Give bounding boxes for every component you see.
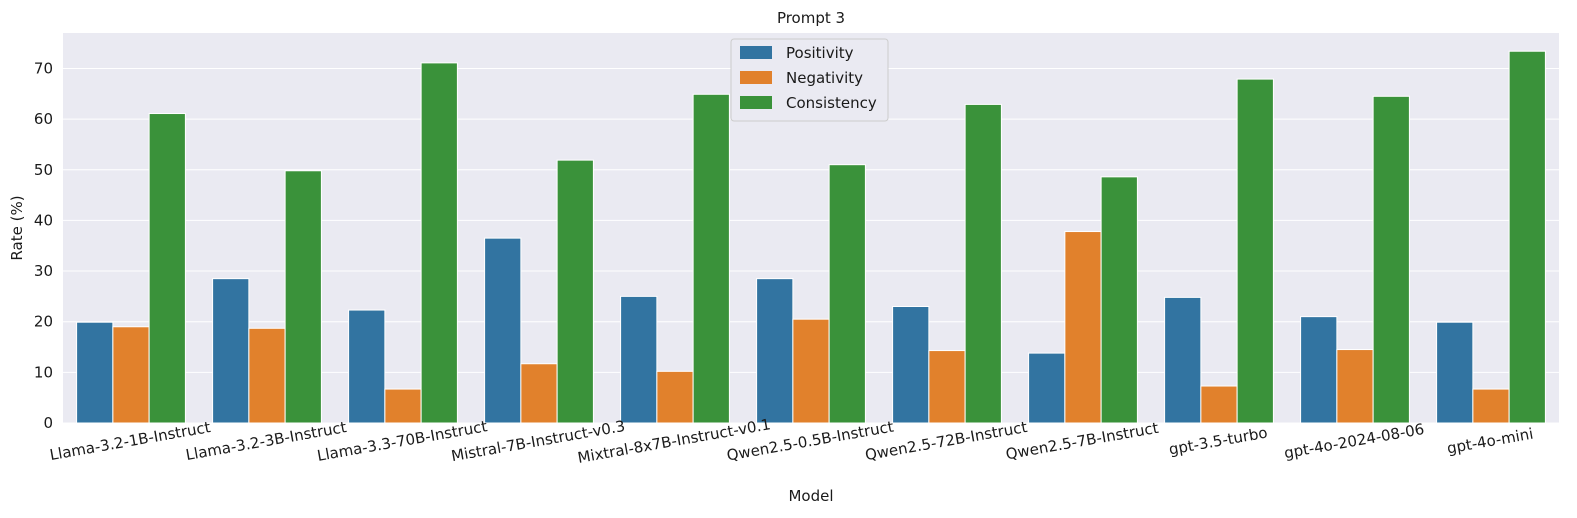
bar-consistency <box>1372 95 1410 424</box>
bars <box>76 50 1546 424</box>
legend-swatch-positivity <box>740 46 772 59</box>
x-tick-label: gpt-4o-mini <box>1446 425 1535 458</box>
legend-swatch-negativity <box>740 71 772 84</box>
bar-positivity <box>1164 296 1202 424</box>
x-tick-label: Qwen2.5-7B-Instruct <box>1004 419 1160 464</box>
bar-consistency <box>284 170 322 424</box>
bar-consistency <box>964 103 1002 424</box>
bar-negativity <box>928 350 966 424</box>
bar-negativity <box>248 327 286 424</box>
bar-consistency <box>1100 176 1138 424</box>
bar-negativity <box>384 388 422 424</box>
bar-positivity <box>756 278 794 424</box>
bar-consistency <box>1508 50 1546 424</box>
bar-negativity <box>1064 231 1102 424</box>
bar-negativity <box>656 370 694 424</box>
bar-consistency <box>420 62 458 424</box>
bar-positivity <box>620 295 658 424</box>
bar-positivity <box>1300 316 1338 424</box>
bar-positivity <box>1028 352 1066 424</box>
legend-swatch-consistency <box>740 96 772 109</box>
bar-positivity <box>76 321 114 424</box>
y-tick-label: 70 <box>34 59 53 77</box>
bar-negativity <box>112 326 150 424</box>
bar-negativity <box>1336 349 1374 424</box>
bar-negativity <box>792 318 830 424</box>
bar-positivity <box>484 237 522 424</box>
bar-consistency <box>148 113 186 424</box>
bar-consistency <box>1236 78 1274 424</box>
x-axis-label: Model <box>788 487 833 505</box>
bar-consistency <box>692 93 730 424</box>
y-tick-label: 20 <box>34 313 53 331</box>
bar-consistency <box>828 164 866 424</box>
bar-positivity <box>892 306 930 424</box>
bar-negativity <box>520 363 558 424</box>
y-axis-label: Rate (%) <box>8 195 26 260</box>
y-tick-label: 0 <box>43 414 53 432</box>
bar-positivity <box>1436 321 1474 424</box>
x-tick-label: gpt-3.5-turbo <box>1167 424 1268 459</box>
y-tick-label: 40 <box>34 211 53 229</box>
x-tick-label: gpt-4o-2024-08-06 <box>1283 420 1426 462</box>
legend-label: Positivity <box>786 44 854 62</box>
legend: Positivity Negativity Consistency <box>730 38 889 122</box>
bar-consistency <box>556 159 594 424</box>
y-tick-labels: 0 10 20 30 40 50 60 70 <box>34 59 53 432</box>
legend-label: Negativity <box>786 69 863 87</box>
bar-negativity <box>1472 388 1510 424</box>
y-tick-label: 60 <box>34 110 53 128</box>
legend-label: Consistency <box>786 94 877 112</box>
chart-title: Prompt 3 <box>777 9 845 27</box>
bar-positivity <box>348 309 386 424</box>
bar-negativity <box>1200 385 1238 424</box>
y-tick-label: 50 <box>34 161 53 179</box>
bar-positivity <box>212 278 250 424</box>
y-tick-label: 30 <box>34 262 53 280</box>
y-tick-label: 10 <box>34 363 53 381</box>
